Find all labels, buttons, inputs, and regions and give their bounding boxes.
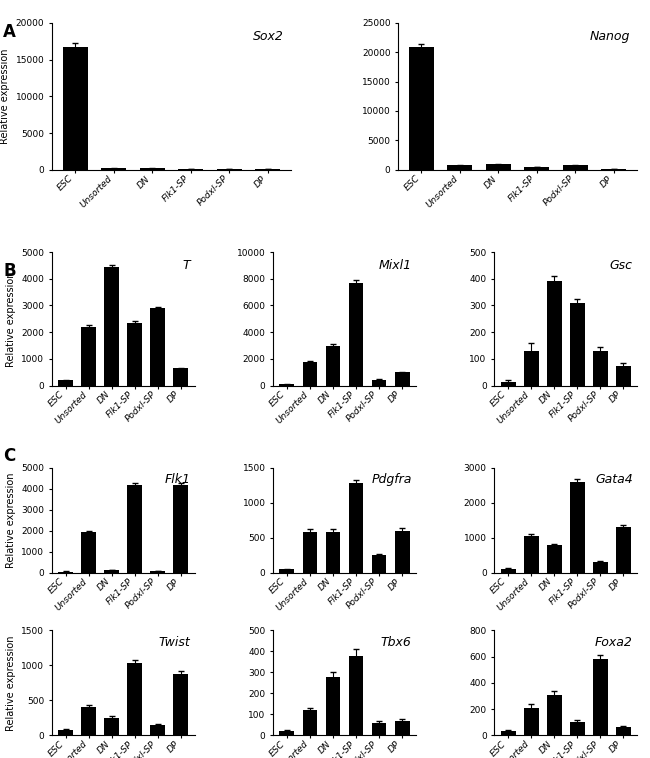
Bar	[326, 532, 341, 573]
Bar	[58, 730, 73, 735]
Bar	[524, 536, 539, 573]
Text: A: A	[3, 23, 16, 41]
Bar	[524, 351, 539, 386]
Text: Nanog: Nanog	[590, 30, 630, 43]
Bar	[372, 722, 387, 735]
Text: B: B	[3, 262, 16, 280]
Bar	[302, 710, 317, 735]
Y-axis label: Relative expression: Relative expression	[6, 635, 16, 731]
Bar	[280, 569, 294, 573]
Bar	[593, 659, 608, 735]
Bar	[525, 167, 549, 170]
Bar	[348, 283, 363, 386]
Bar	[127, 484, 142, 573]
Bar	[62, 47, 88, 170]
Bar	[127, 323, 142, 386]
Text: Flk1: Flk1	[164, 473, 190, 486]
Bar	[616, 728, 630, 735]
Bar	[547, 546, 562, 573]
Bar	[302, 362, 317, 386]
Bar	[81, 707, 96, 735]
Bar	[616, 528, 630, 573]
Bar	[81, 532, 96, 573]
Bar	[593, 562, 608, 573]
Bar	[500, 568, 515, 573]
Bar	[105, 718, 120, 735]
Bar	[348, 484, 363, 573]
Bar	[58, 381, 73, 386]
Bar	[326, 346, 341, 386]
Text: Mixl1: Mixl1	[378, 258, 411, 271]
Bar	[547, 694, 562, 735]
Bar	[174, 484, 188, 573]
Bar	[174, 674, 188, 735]
Bar	[105, 570, 120, 573]
Bar	[569, 302, 584, 386]
Bar	[447, 165, 473, 170]
Bar	[174, 368, 188, 386]
Y-axis label: Relative expression: Relative expression	[6, 472, 16, 568]
Bar	[593, 351, 608, 386]
Bar	[372, 556, 387, 573]
Text: Tbx6: Tbx6	[381, 636, 411, 649]
Bar	[326, 677, 341, 735]
Text: Foxa2: Foxa2	[595, 636, 632, 649]
Bar	[395, 372, 410, 386]
Bar	[280, 384, 294, 386]
Bar	[569, 482, 584, 573]
Bar	[500, 731, 515, 735]
Bar	[395, 721, 410, 735]
Bar	[616, 365, 630, 386]
Bar	[563, 165, 588, 170]
Text: Sox2: Sox2	[253, 30, 283, 43]
Text: Gsc: Gsc	[610, 258, 632, 271]
Bar	[372, 380, 387, 386]
Bar	[348, 656, 363, 735]
Bar	[150, 309, 165, 386]
Bar	[547, 281, 562, 386]
Text: Pdgfra: Pdgfra	[371, 473, 411, 486]
Bar	[601, 169, 627, 170]
Text: Gata4: Gata4	[595, 473, 632, 486]
Bar	[150, 571, 165, 573]
Bar	[524, 708, 539, 735]
Bar	[81, 327, 96, 386]
Bar	[140, 168, 164, 170]
Bar	[150, 725, 165, 735]
Bar	[395, 531, 410, 573]
Bar	[500, 382, 515, 386]
Bar	[280, 731, 294, 735]
Bar	[105, 267, 120, 386]
Text: T: T	[183, 258, 190, 271]
Y-axis label: Relative expression: Relative expression	[0, 49, 10, 144]
Bar	[486, 164, 511, 170]
Bar	[569, 722, 584, 735]
Text: C: C	[3, 447, 16, 465]
Bar	[409, 48, 434, 170]
Bar	[127, 662, 142, 735]
Text: Twist: Twist	[159, 636, 190, 649]
Bar	[58, 572, 73, 573]
Y-axis label: Relative expression: Relative expression	[6, 271, 16, 367]
Bar	[302, 532, 317, 573]
Bar	[101, 168, 126, 170]
